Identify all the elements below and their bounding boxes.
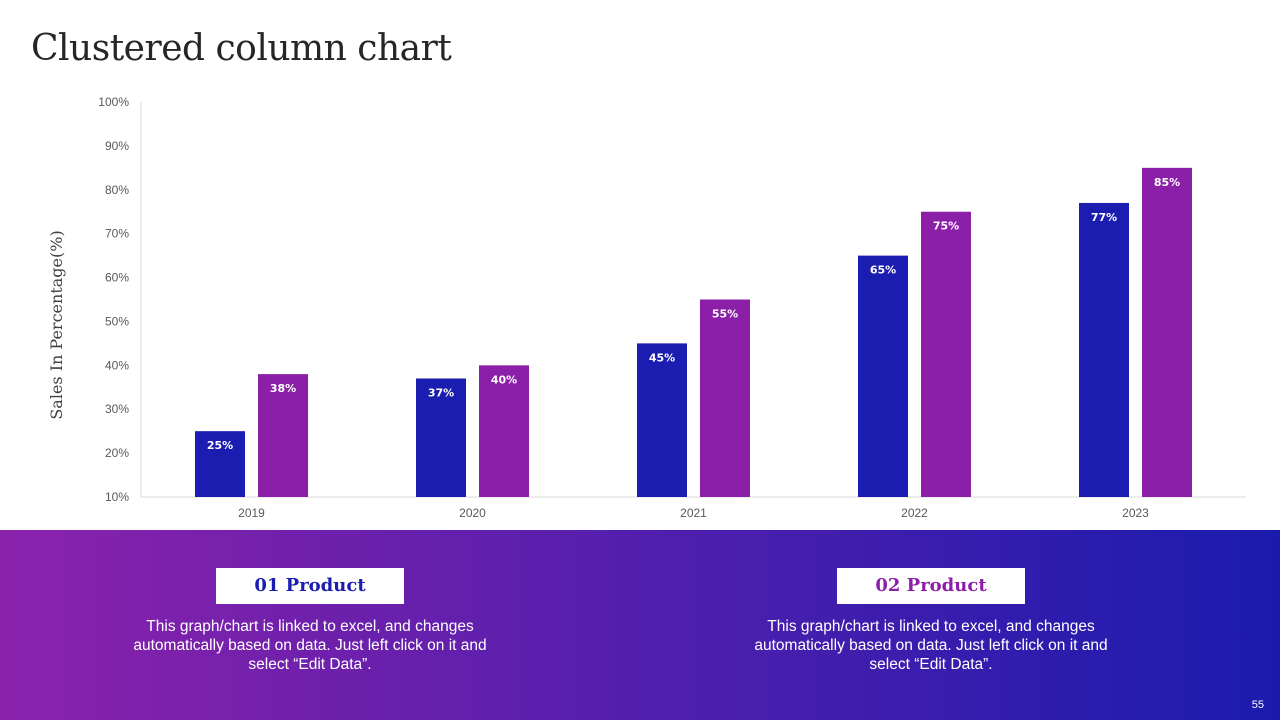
bar-series-1 [1079, 202, 1129, 497]
product-01-title: 01 Product [216, 568, 404, 604]
x-tick-label: 2022 [901, 506, 928, 520]
data-label: 37% [428, 387, 454, 400]
bar-series-1 [195, 431, 245, 497]
y-tick-label: 80% [105, 183, 129, 197]
data-label: 55% [712, 308, 738, 321]
data-label: 25% [207, 439, 233, 452]
product-01-description: This graph/chart is linked to excel, and… [133, 618, 487, 673]
page-number: 55 [1251, 699, 1264, 711]
product-01-block: 01 Product This graph/chart is linked to… [130, 568, 490, 674]
y-tick-label: 50% [105, 314, 129, 328]
y-tick-label: 40% [105, 358, 129, 372]
data-label: 85% [1154, 176, 1180, 189]
data-label: 77% [1091, 211, 1117, 224]
bar-series-2 [1142, 167, 1192, 498]
x-tick-label: 2020 [459, 506, 486, 520]
x-tick-label: 2019 [238, 506, 265, 520]
bar-series-2 [479, 365, 529, 497]
y-tick-label: 10% [105, 490, 129, 504]
data-label: 38% [270, 382, 296, 395]
slide-title: Clustered column chart [31, 28, 452, 69]
bar-series-1 [416, 378, 466, 497]
data-label: 65% [870, 264, 896, 277]
product-02-block: 02 Product This graph/chart is linked to… [751, 568, 1111, 674]
data-label: 45% [649, 351, 675, 364]
x-tick-label: 2021 [680, 506, 707, 520]
y-tick-label: 100% [98, 95, 129, 109]
bar-series-2 [700, 299, 750, 497]
y-tick-label: 60% [105, 271, 129, 285]
bar-series-2 [258, 374, 308, 497]
y-tick-label: 70% [105, 227, 129, 241]
data-label: 40% [491, 373, 517, 386]
product-02-title: 02 Product [837, 568, 1025, 604]
y-axis-title: Sales In Percentage(%) [47, 230, 66, 419]
bar-series-1 [858, 255, 908, 497]
bar-series-1 [637, 343, 687, 497]
x-tick-label: 2023 [1122, 506, 1149, 520]
product-02-description: This graph/chart is linked to excel, and… [754, 618, 1108, 673]
y-tick-label: 20% [105, 446, 129, 460]
footer-band: 01 Product This graph/chart is linked to… [0, 530, 1280, 720]
data-label: 75% [933, 220, 959, 233]
y-tick-label: 30% [105, 402, 129, 416]
y-tick-label: 90% [105, 139, 129, 153]
bar-series-2 [921, 211, 971, 497]
clustered-column-chart: 10% 20% 30% 40% 50% 60% 70% 80% 90% 100% Sales In … [47, 95, 1246, 520]
